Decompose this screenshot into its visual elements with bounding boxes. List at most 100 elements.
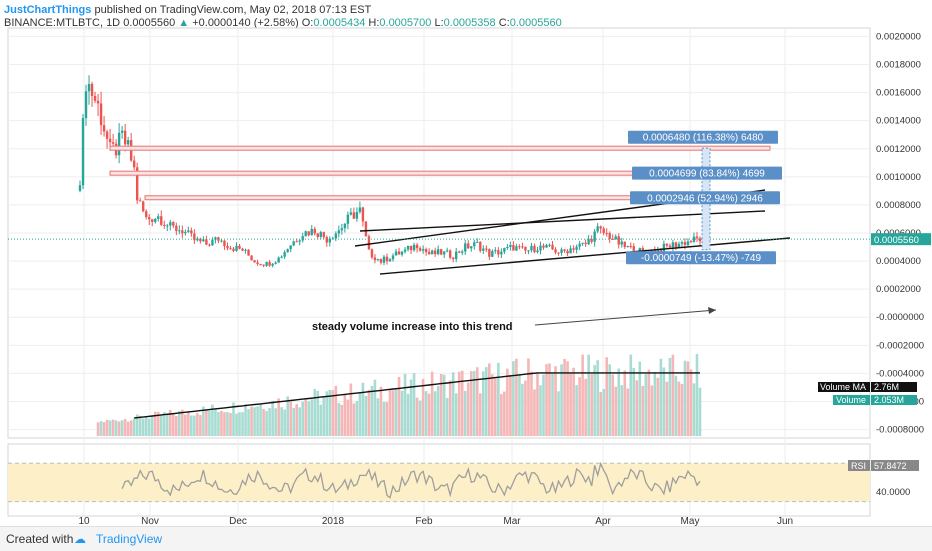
volume-bar xyxy=(524,380,527,436)
volume-bar xyxy=(647,369,651,436)
open-value: 0.0005434 xyxy=(313,17,366,29)
volume-bar xyxy=(581,354,584,436)
candle-body xyxy=(178,230,181,232)
volume-bar xyxy=(409,379,413,436)
candle-body xyxy=(202,239,205,242)
candle-body xyxy=(602,228,605,234)
candle-body xyxy=(340,228,344,231)
volume-bars xyxy=(96,353,702,436)
volume-bar xyxy=(608,364,612,436)
rsi-line xyxy=(121,461,701,499)
symbol-line: BINANCE:MTLBTC, 1D 0.0005560 ▲ +0.000014… xyxy=(4,17,562,29)
candle-body xyxy=(659,249,663,253)
candle-body xyxy=(259,263,262,265)
candle-body xyxy=(232,248,235,251)
x-tick-label: 10 xyxy=(78,516,90,526)
volume-bar xyxy=(539,385,542,436)
measure-label: 0.0004699 (83.84%) 4699 xyxy=(649,169,765,180)
candle-body xyxy=(322,232,325,238)
volume-bar xyxy=(466,382,470,436)
volume-bar xyxy=(138,415,142,436)
volume-bar xyxy=(190,415,193,436)
candle-body xyxy=(418,248,422,251)
volume-bar xyxy=(256,406,259,436)
x-tick-label: Feb xyxy=(415,516,433,526)
volume-bar xyxy=(322,396,326,436)
candle-body xyxy=(533,245,536,253)
volume-bar xyxy=(181,409,184,436)
x-tick-label: Nov xyxy=(141,516,159,526)
volume-legend-label: Volume xyxy=(836,395,866,405)
author-link[interactable]: JustChartThings xyxy=(4,4,92,16)
candle-body xyxy=(488,249,491,257)
candle-body xyxy=(439,249,443,255)
candle-body xyxy=(235,245,238,251)
volume-bar xyxy=(102,422,106,436)
candle-body xyxy=(187,230,190,232)
candle-body xyxy=(99,103,103,126)
volume-bar xyxy=(385,402,389,436)
candle-body xyxy=(316,233,319,237)
candle-body xyxy=(485,248,488,250)
candle-body xyxy=(87,83,91,92)
volume-bar xyxy=(674,375,678,436)
volume-bar xyxy=(238,412,241,436)
candle-body xyxy=(542,245,545,248)
rsi-tick-label: 40.0000 xyxy=(876,487,910,498)
candle-body xyxy=(448,250,452,258)
volume-bar xyxy=(331,390,335,436)
volume-bar xyxy=(172,414,175,436)
candle-body xyxy=(596,226,599,232)
labels: 0.0006480 (116.38%) 6480 0.0004699 (83.84… xyxy=(312,130,931,498)
volume-bar xyxy=(120,420,124,436)
volume-bar xyxy=(202,406,205,436)
candle-body xyxy=(536,250,539,253)
volume-bar xyxy=(530,371,533,436)
volume-bar xyxy=(548,363,551,436)
volume-bar xyxy=(488,363,491,436)
price-chart[interactable]: 0.0020000 0.0018000 0.0016000 0.0014000 0.00… xyxy=(0,0,932,526)
candle-body xyxy=(506,246,509,248)
candle-body xyxy=(364,221,368,237)
candle-body xyxy=(81,118,85,186)
candle-body xyxy=(545,244,548,248)
tradingview-brand[interactable]: TradingView xyxy=(96,532,163,546)
publish-info: published on TradingView.com, May 02, 20… xyxy=(94,4,372,16)
candle-body xyxy=(593,231,596,242)
candle-body xyxy=(476,241,479,243)
volume-bar xyxy=(424,391,428,436)
annotation-arrow xyxy=(534,309,717,326)
candle-body xyxy=(373,257,377,261)
rsi-legend-box xyxy=(848,460,870,471)
volume-bar xyxy=(328,389,332,436)
volume-ma-value: 2.76M xyxy=(874,382,899,392)
candle-body xyxy=(455,251,458,260)
volume-bar xyxy=(298,407,302,436)
volume-bar xyxy=(292,407,295,436)
last-price: 0.0005560 xyxy=(123,17,176,29)
candle-body xyxy=(458,251,461,253)
candle-body xyxy=(214,237,217,240)
volume-ma-legend-box xyxy=(818,382,870,392)
candle-body xyxy=(358,207,362,213)
candle-body xyxy=(325,237,328,243)
candle-body xyxy=(148,217,151,220)
volume-ma-value-box xyxy=(871,382,917,392)
candle-body xyxy=(120,130,124,133)
candle-body xyxy=(674,242,678,248)
arrow-head-icon xyxy=(708,307,716,314)
volume-bar xyxy=(108,420,112,436)
volume-bar xyxy=(388,389,392,436)
volume-bar xyxy=(361,382,365,436)
volume-bar xyxy=(560,364,563,436)
volume-bar xyxy=(497,362,500,436)
candle-body xyxy=(461,251,464,253)
candle-body xyxy=(328,238,332,243)
volume-bar xyxy=(412,373,416,436)
volume-bar xyxy=(551,372,554,436)
candle-body xyxy=(581,242,584,244)
measure-label: -0.0000749 (-13.47%) -749 xyxy=(641,253,762,264)
volume-bar xyxy=(223,412,226,436)
candle-body xyxy=(412,244,416,251)
volume-bar xyxy=(175,416,178,436)
